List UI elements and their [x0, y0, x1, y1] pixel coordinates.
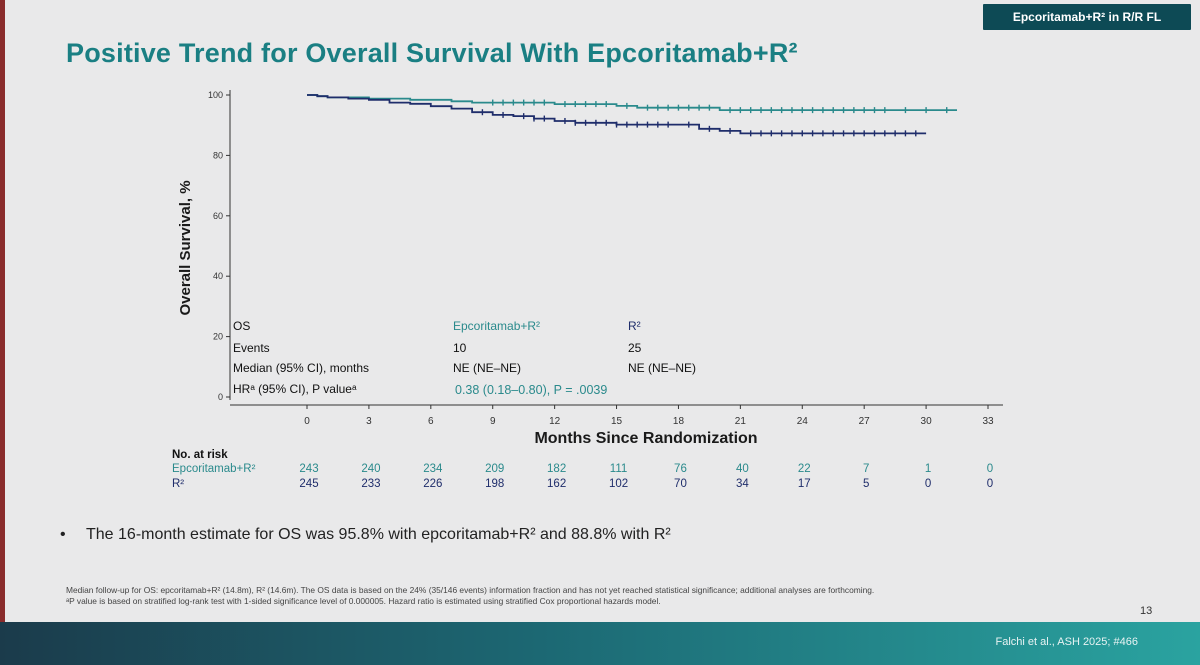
y-tick-label: 80 [213, 150, 223, 160]
footnote-2: ᵃP value is based on stratified log-rank… [66, 596, 661, 606]
stats-table: OS Epcoritamab+R² R² Events 10 25 Median (95% … [233, 319, 696, 397]
y-tick-label: 20 [213, 332, 223, 342]
header-tag: Epcoritamab+R² in R/R FL [983, 4, 1191, 30]
stats-header-epco: Epcoritamab+R² [453, 319, 540, 333]
footnotes: Median follow-up for OS: epcoritamab+R² … [66, 585, 1146, 607]
risk-table: No. at risk Epcoritamab+R² 243 240 234 209 182… [172, 449, 993, 490]
left-accent-bar [0, 0, 5, 622]
x-tick-label: 21 [735, 416, 747, 427]
risk-value: 5 [863, 478, 869, 490]
risk-value: 76 [674, 463, 687, 475]
risk-value: 1 [925, 463, 931, 475]
bullet-text: The 16-month estimate for OS was 95.8% w… [86, 526, 671, 543]
citation: Falchi et al., ASH 2025; #466 [995, 636, 1138, 648]
risk-value: 34 [736, 478, 749, 490]
risk-value: 111 [610, 463, 627, 475]
chart-axes: 0 20 40 60 80 100 0 3 6 9 12 15 18 21 24 27 30 33 [208, 90, 1003, 427]
stats-row-label: Median (95% CI), months [233, 361, 369, 375]
y-tick-label: 40 [213, 271, 223, 281]
risk-value: 234 [423, 463, 443, 475]
bullet-point: • The 16-month estimate for OS was 95.8% … [60, 526, 671, 544]
risk-value: 243 [299, 463, 318, 475]
x-tick-label: 30 [921, 416, 933, 427]
risk-value: 0 [987, 478, 993, 490]
stats-header-os: OS [233, 319, 250, 333]
series-line [307, 94, 927, 135]
x-axis-label: Months Since Randomization [534, 430, 757, 447]
x-tick-label: 0 [304, 416, 310, 427]
chart-labels: Months Since Randomization Overall Surviv… [177, 180, 758, 447]
risk-value: 40 [736, 463, 749, 475]
risk-value: 209 [485, 463, 504, 475]
chart-censor-marks [481, 99, 948, 137]
chart-curves [307, 94, 957, 135]
risk-row-name: Epcoritamab+R² [172, 463, 256, 475]
stats-row-epco: NE (NE–NE) [453, 361, 521, 375]
stats-row-epco: 10 [453, 341, 467, 355]
x-tick-label: 15 [611, 416, 623, 427]
slide-title: Positive Trend for Overall Survival With… [66, 38, 798, 68]
x-tick-label: 6 [428, 416, 434, 427]
x-tick-label: 3 [366, 416, 372, 427]
y-tick-label: 0 [218, 392, 223, 402]
x-tick-label: 9 [490, 416, 496, 427]
bottom-bar [0, 622, 1200, 665]
risk-value: 70 [674, 478, 687, 490]
footnote-1: Median follow-up for OS: epcoritamab+R² … [66, 585, 875, 595]
x-tick-label: 24 [797, 416, 809, 427]
risk-value: 226 [423, 478, 442, 490]
risk-value: 245 [299, 478, 318, 490]
stats-hr-label: HRᵃ (95% CI), P valueᵃ [233, 382, 357, 396]
x-tick-label: 18 [673, 416, 685, 427]
x-tick-label: 33 [982, 416, 994, 427]
y-axis-label: Overall Survival, % [177, 180, 194, 315]
risk-value: 240 [361, 463, 380, 475]
page-number: 13 [1140, 605, 1153, 617]
y-tick-label: 100 [208, 90, 223, 100]
risk-value: 233 [361, 478, 380, 490]
stats-row-label: Events [233, 341, 270, 355]
risk-value: 7 [863, 463, 869, 475]
stats-row-r2: NE (NE–NE) [628, 361, 696, 375]
risk-value: 0 [987, 463, 993, 475]
stats-header-r2: R² [628, 319, 641, 333]
risk-value: 102 [609, 478, 628, 490]
x-tick-label: 27 [859, 416, 871, 427]
stats-hr-value: 0.38 (0.18–0.80), P = .0039 [455, 383, 607, 397]
risk-value: 198 [485, 478, 504, 490]
risk-row-name: R² [172, 478, 184, 490]
risk-table-title: No. at risk [172, 449, 228, 461]
risk-value: 162 [547, 478, 566, 490]
bullet-dot-icon: • [60, 526, 66, 543]
stats-row-r2: 25 [628, 341, 642, 355]
risk-value: 0 [925, 478, 931, 490]
risk-value: 182 [547, 463, 566, 475]
x-tick-label: 12 [549, 416, 561, 427]
y-tick-label: 60 [213, 211, 223, 221]
risk-value: 22 [798, 463, 811, 475]
risk-value: 17 [798, 478, 811, 490]
